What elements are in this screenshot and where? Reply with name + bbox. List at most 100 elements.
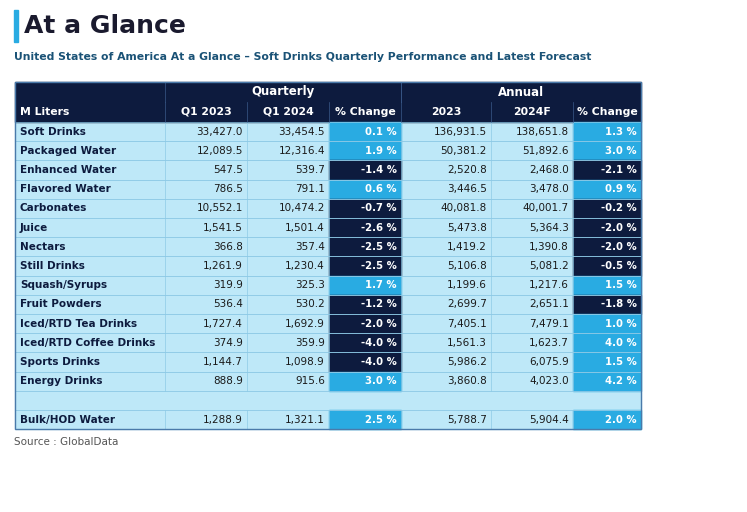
Text: 4.0 %: 4.0 % (605, 338, 637, 348)
Text: 5,986.2: 5,986.2 (447, 357, 487, 367)
Text: 1,390.8: 1,390.8 (530, 242, 569, 252)
Text: -2.0 %: -2.0 % (601, 242, 637, 252)
Bar (14, 10, 18, 42)
Text: -2.0 %: -2.0 % (601, 223, 637, 232)
Text: 3.0 %: 3.0 % (605, 146, 637, 156)
Bar (15, 295, 641, 314)
Text: Enhanced Water: Enhanced Water (20, 165, 117, 175)
Text: 1.3 %: 1.3 % (605, 126, 637, 137)
Bar (15, 372, 641, 391)
Text: 6,075.9: 6,075.9 (530, 357, 569, 367)
Text: 915.6: 915.6 (295, 376, 325, 386)
Text: 0.9 %: 0.9 % (605, 184, 637, 194)
Bar (15, 314, 641, 333)
Text: -1.8 %: -1.8 % (601, 300, 637, 309)
Bar (573, 333, 641, 352)
Text: 5,788.7: 5,788.7 (447, 415, 487, 424)
Bar (329, 141, 401, 160)
Bar (329, 333, 401, 352)
Text: 2,699.7: 2,699.7 (447, 300, 487, 309)
Text: United States of America At a Glance – Soft Drinks Quarterly Performance and Lat: United States of America At a Glance – S… (14, 52, 592, 62)
Text: 1,199.6: 1,199.6 (447, 280, 487, 290)
Bar (15, 410, 641, 429)
Bar (15, 237, 641, 257)
Bar (329, 295, 401, 314)
Bar (573, 372, 641, 391)
Text: 5,904.4: 5,904.4 (530, 415, 569, 424)
Text: Carbonates: Carbonates (20, 203, 87, 214)
Bar (573, 180, 641, 199)
Text: 5,081.2: 5,081.2 (530, 261, 569, 271)
Text: -2.1 %: -2.1 % (601, 165, 637, 175)
Text: 1,541.5: 1,541.5 (203, 223, 243, 232)
Bar (15, 82, 641, 122)
Bar (15, 391, 641, 410)
Text: At a Glance: At a Glance (24, 14, 186, 38)
Text: -0.7 %: -0.7 % (362, 203, 397, 214)
Text: Energy Drinks: Energy Drinks (20, 376, 102, 386)
Text: Squash/Syrups: Squash/Syrups (20, 280, 107, 290)
Text: 0.1 %: 0.1 % (365, 126, 397, 137)
Text: Packaged Water: Packaged Water (20, 146, 116, 156)
Text: 1,561.3: 1,561.3 (447, 338, 487, 348)
Bar (329, 275, 401, 295)
Text: 791.1: 791.1 (295, 184, 325, 194)
Text: Q1 2023: Q1 2023 (181, 107, 232, 117)
Text: 1,144.7: 1,144.7 (203, 357, 243, 367)
Bar (573, 352, 641, 372)
Bar (15, 141, 641, 160)
Text: 2024F: 2024F (513, 107, 551, 117)
Text: Bulk/HOD Water: Bulk/HOD Water (20, 415, 115, 424)
Bar (15, 218, 641, 237)
Bar (15, 352, 641, 372)
Text: 7,405.1: 7,405.1 (447, 318, 487, 329)
Bar (15, 180, 641, 199)
Text: -2.0 %: -2.0 % (362, 318, 397, 329)
Bar (15, 275, 641, 295)
Bar (329, 160, 401, 180)
Text: -0.2 %: -0.2 % (601, 203, 637, 214)
Text: Annual: Annual (498, 86, 544, 98)
Text: 3,860.8: 3,860.8 (447, 376, 487, 386)
Text: 4.2 %: 4.2 % (605, 376, 637, 386)
Text: Quarterly: Quarterly (252, 86, 314, 98)
Text: 1,217.6: 1,217.6 (529, 280, 569, 290)
Text: -4.0 %: -4.0 % (361, 338, 397, 348)
Text: 1,727.4: 1,727.4 (203, 318, 243, 329)
Text: 10,552.1: 10,552.1 (196, 203, 243, 214)
Text: 3,446.5: 3,446.5 (447, 184, 487, 194)
Text: Iced/RTD Tea Drinks: Iced/RTD Tea Drinks (20, 318, 137, 329)
Text: 1,321.1: 1,321.1 (285, 415, 325, 424)
Bar (573, 275, 641, 295)
Text: Sports Drinks: Sports Drinks (20, 357, 100, 367)
Text: -1.2 %: -1.2 % (361, 300, 397, 309)
Text: 2,520.8: 2,520.8 (447, 165, 487, 175)
Text: 374.9: 374.9 (213, 338, 243, 348)
Text: 366.8: 366.8 (213, 242, 243, 252)
Text: 1,501.4: 1,501.4 (285, 223, 325, 232)
Bar (573, 122, 641, 141)
Text: Source : GlobalData: Source : GlobalData (14, 437, 118, 447)
Text: 3,478.0: 3,478.0 (530, 184, 569, 194)
Text: 1,623.7: 1,623.7 (529, 338, 569, 348)
Text: 7,479.1: 7,479.1 (529, 318, 569, 329)
Bar (15, 122, 641, 141)
Text: 1,419.2: 1,419.2 (447, 242, 487, 252)
Text: 1.9 %: 1.9 % (365, 146, 397, 156)
Bar (573, 410, 641, 429)
Bar (329, 237, 401, 257)
Bar (15, 333, 641, 352)
Text: 1,261.9: 1,261.9 (203, 261, 243, 271)
Text: 3.0 %: 3.0 % (365, 376, 397, 386)
Text: 1.0 %: 1.0 % (605, 318, 637, 329)
Text: 1.5 %: 1.5 % (605, 280, 637, 290)
Text: 888.9: 888.9 (213, 376, 243, 386)
Text: 138,651.8: 138,651.8 (516, 126, 569, 137)
Bar (573, 160, 641, 180)
Text: 530.2: 530.2 (295, 300, 325, 309)
Text: 786.5: 786.5 (213, 184, 243, 194)
Text: 40,081.8: 40,081.8 (441, 203, 487, 214)
Bar (15, 391, 641, 410)
Text: 5,106.8: 5,106.8 (447, 261, 487, 271)
Text: Juice: Juice (20, 223, 49, 232)
